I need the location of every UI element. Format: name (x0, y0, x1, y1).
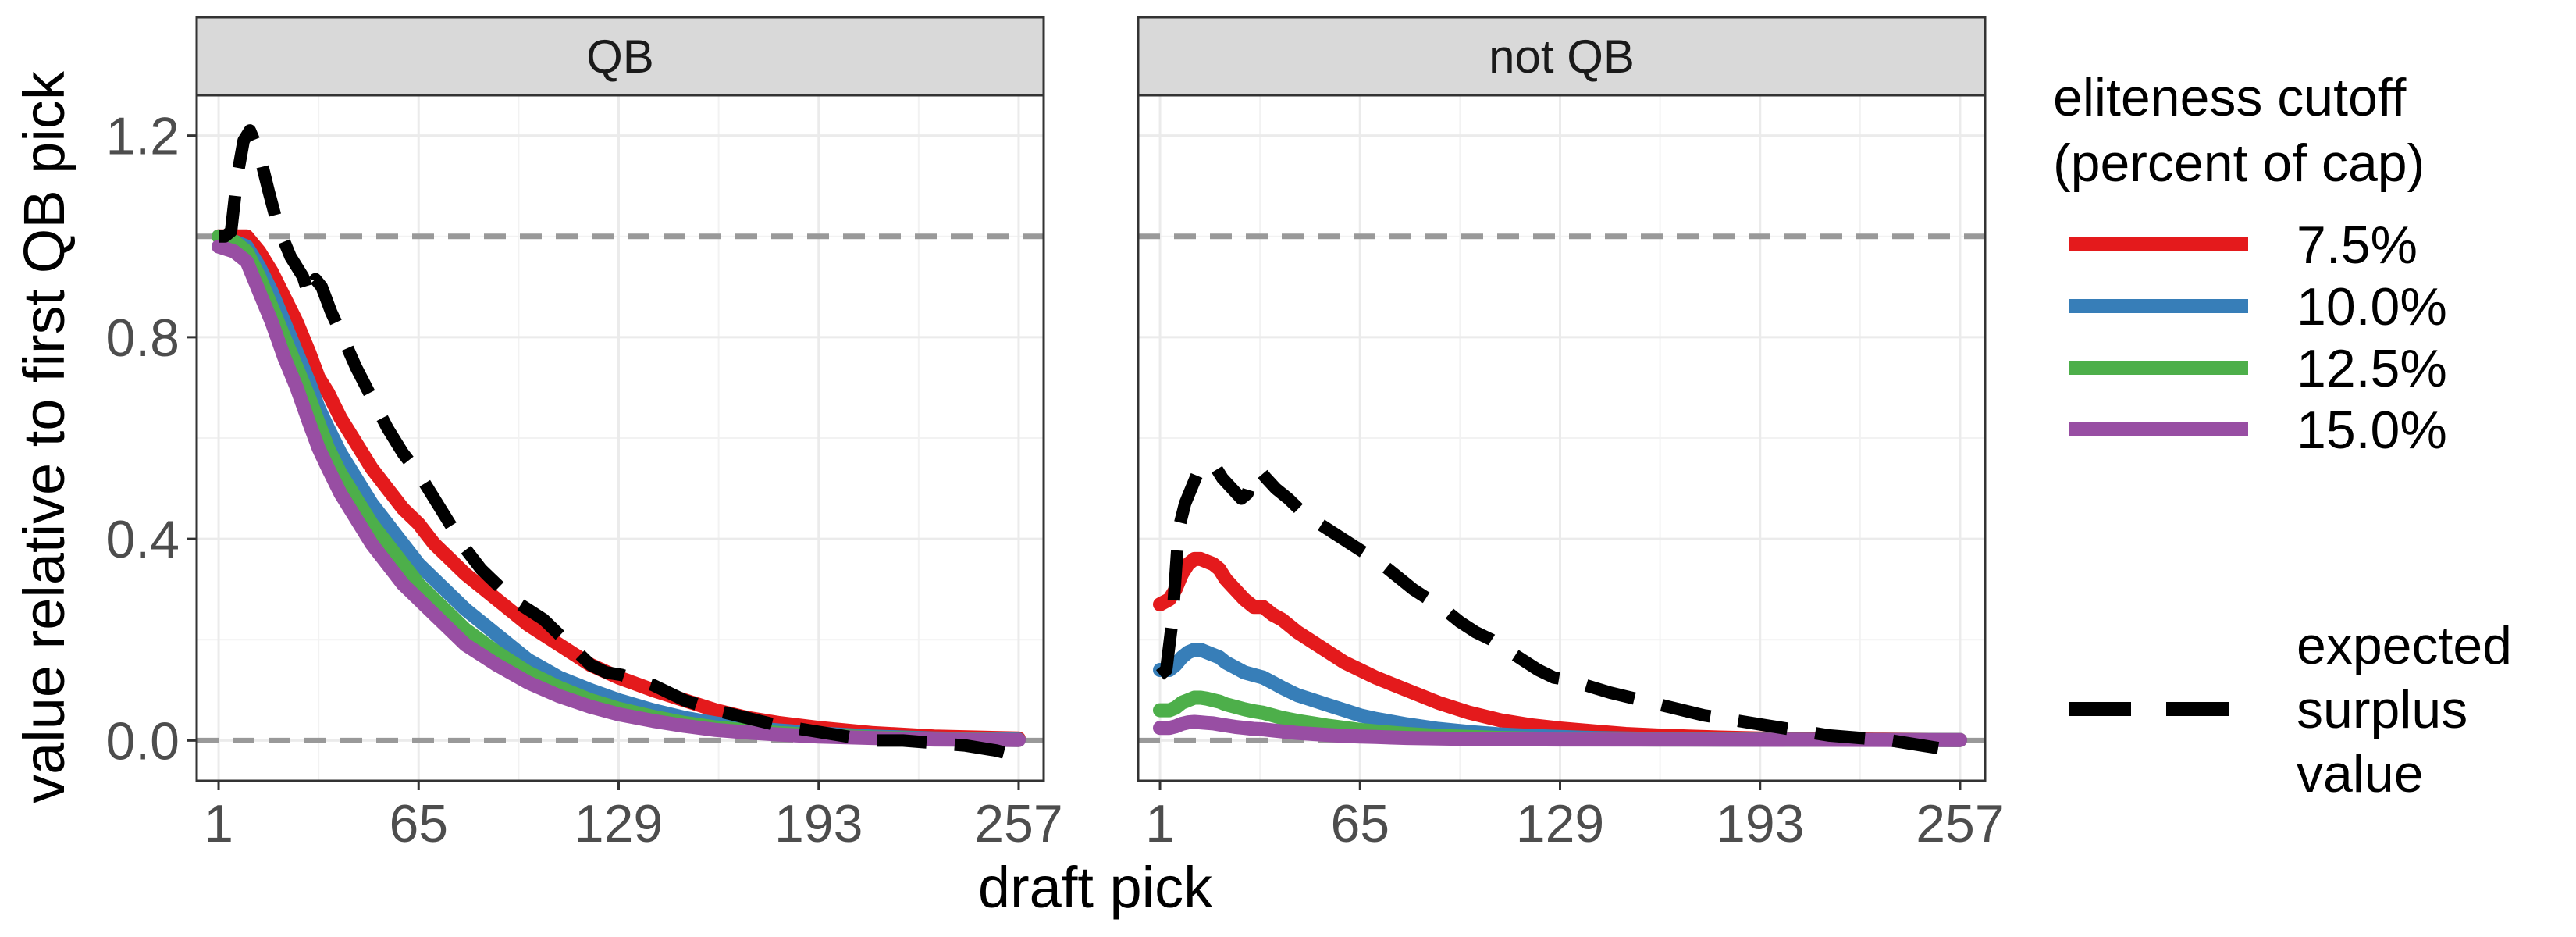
series-line-expected-surplus-value (1156, 457, 1940, 754)
x-tick-label: 257 (974, 794, 1062, 853)
x-tick-label: 129 (1516, 794, 1604, 853)
x-tick-label: 65 (1330, 794, 1389, 853)
legend: eliteness cutoff (percent of cap) 7.5%10… (2053, 68, 2512, 803)
x-tick-label: 257 (1916, 794, 2004, 853)
series-line-expected-surplus-value (219, 124, 1018, 762)
chart-panels: QB 1 65 129 193 257 0.0 0.4 0.8 1.2 not QB 1 65 129 19… (105, 16, 2005, 853)
y-tick-label: 1.2 (105, 107, 180, 166)
x-tick-label: 1 (204, 794, 233, 853)
legend-label-expected: expected (2297, 616, 2512, 675)
x-tick-label: 129 (575, 794, 663, 853)
legend-label: 7.5% (2297, 216, 2418, 275)
x-tick-label: 193 (774, 794, 863, 853)
legend-label: 10.0% (2297, 277, 2447, 337)
legend-title-line-1: eliteness cutoff (2053, 68, 2406, 127)
legend-label-value: value (2297, 744, 2424, 803)
legend-label-surplus: surplus (2297, 680, 2467, 739)
x-tick-label: 65 (389, 794, 448, 853)
facet-strip-label: QB (586, 30, 654, 83)
y-axis-title: value relative to first QB pick (12, 70, 76, 803)
x-axis-title: draft pick (978, 855, 1213, 920)
y-tick-label: 0.0 (105, 711, 180, 771)
legend-entries: 7.5%10.0%12.5%15.0% (2069, 216, 2447, 460)
facet-strip (195, 16, 1045, 97)
x-tick-label: 193 (1716, 794, 1804, 853)
panel-qb: QB 1 65 129 193 257 0.0 0.4 0.8 1.2 (105, 16, 1063, 853)
series-lines (1153, 457, 1967, 754)
x-tick-label: 1 (1145, 794, 1175, 853)
series-line-15-0- (212, 239, 1026, 747)
series-lines (212, 124, 1026, 762)
y-tick-label: 0.4 (105, 510, 180, 569)
facet-strip (1137, 16, 1987, 97)
facet-strip-label: not QB (1489, 30, 1635, 83)
panel-not-qb: not QB 1 65 129 193 257 (1137, 16, 2005, 853)
legend-title-line-2: (percent of cap) (2053, 134, 2425, 193)
legend-label: 15.0% (2297, 401, 2447, 460)
series-line-15-0- (1153, 714, 1967, 747)
legend-label: 12.5% (2297, 339, 2447, 398)
y-tick-label: 0.8 (105, 308, 180, 368)
